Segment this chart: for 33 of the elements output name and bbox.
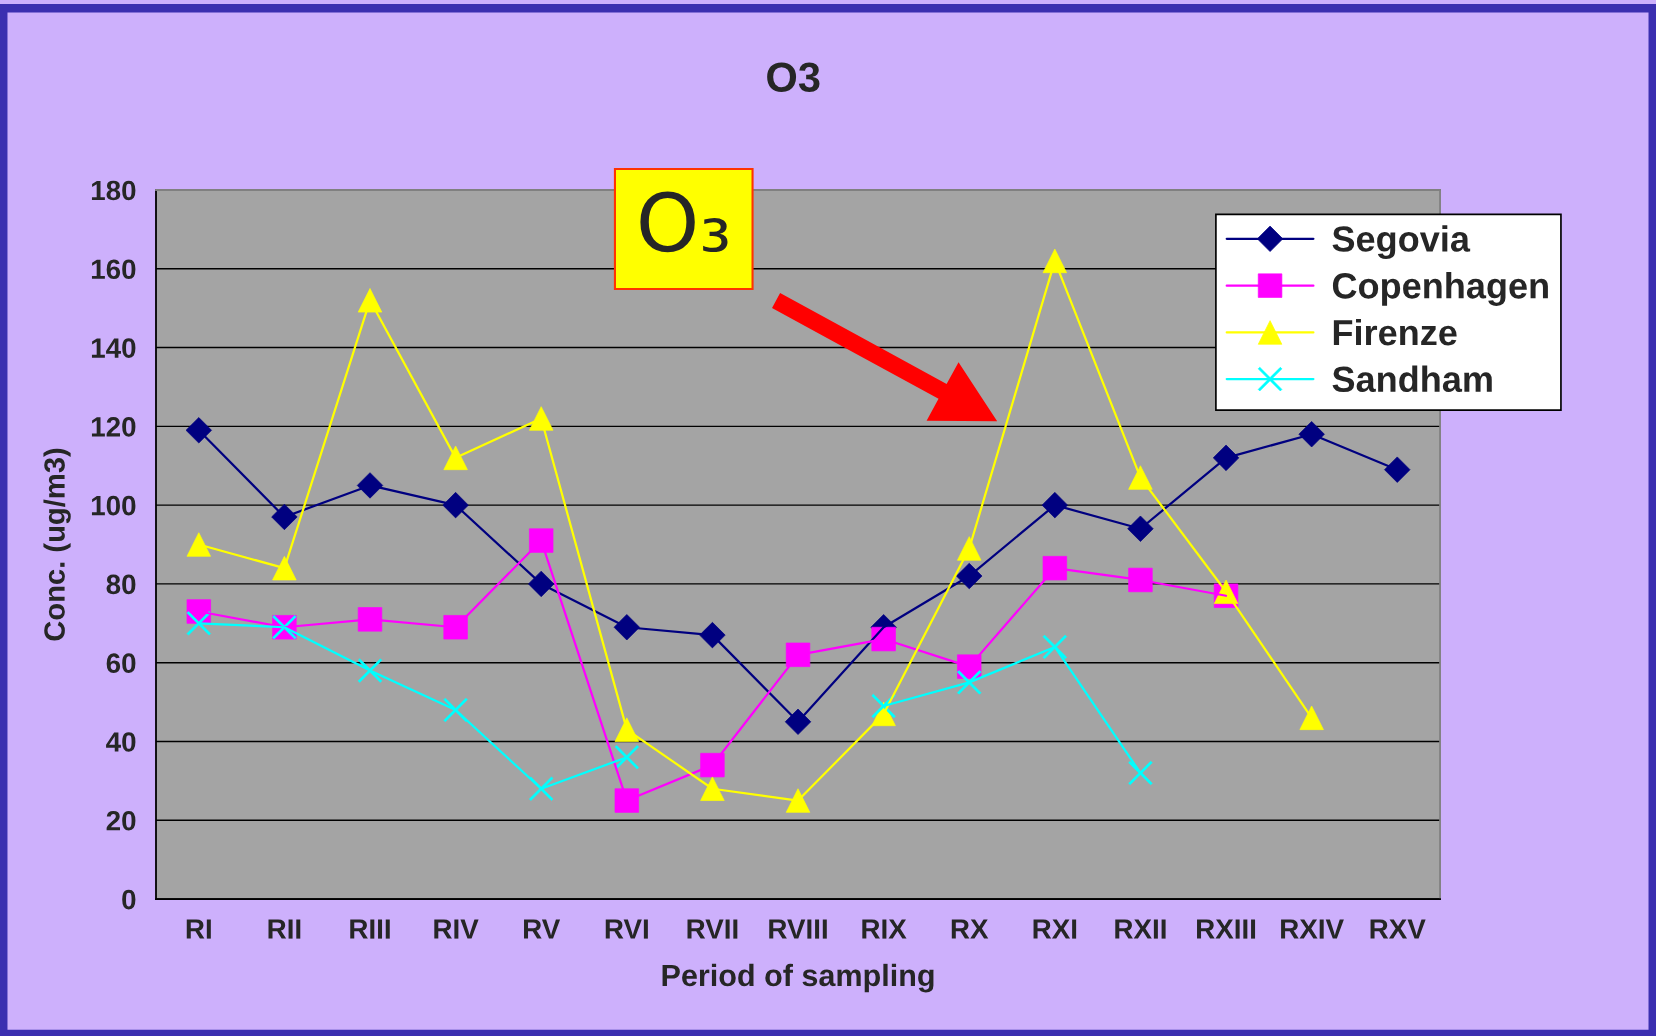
x-tick-label: RXIV	[1281, 919, 1344, 939]
annotation: O₃	[640, 191, 728, 253]
y-tick-label: 40	[106, 732, 136, 752]
x-tick-label: RXIII	[1197, 919, 1256, 939]
x-tick-label: RVI	[605, 919, 648, 939]
x-tick-label: RXII	[1115, 919, 1166, 939]
y-tick-label: 20	[106, 810, 136, 831]
x-tick-label: RI	[186, 919, 211, 939]
x-tick-label: RX	[951, 919, 989, 939]
x-tick-label: RXI	[1033, 919, 1077, 939]
y-tick-label: 160	[91, 259, 136, 280]
x-tick-label: RXV	[1370, 919, 1426, 939]
y-tick-label: 180	[91, 180, 136, 201]
y-tick-label: 140	[91, 338, 136, 358]
x-tick-label: RIX	[862, 919, 907, 939]
y-tick-label: 0	[122, 889, 136, 910]
legend-label: Segovia	[1332, 225, 1471, 260]
x-tick-label: RIII	[350, 919, 390, 939]
y-tick-label: 80	[106, 574, 136, 595]
x-axis-title: Period of sampling	[662, 963, 934, 993]
legend-label: Copenhagen	[1332, 272, 1548, 306]
x-tick-label: RV	[524, 919, 561, 939]
x-tick-label: RII	[268, 919, 301, 939]
y-axis-title: Conc. (ug/m3)	[43, 448, 71, 641]
legend-label: Sandham	[1332, 365, 1492, 393]
y-tick-label: 60	[106, 653, 136, 674]
legend-label: Firenze	[1333, 318, 1457, 346]
x-tick-label: RVII	[687, 919, 738, 939]
y-tick-label: 120	[91, 417, 136, 437]
y-tick-label: 100	[91, 495, 136, 516]
x-tick-label: RVIII	[769, 919, 827, 939]
x-tick-label: RIV	[434, 919, 479, 939]
chart-title: O3	[767, 62, 820, 93]
